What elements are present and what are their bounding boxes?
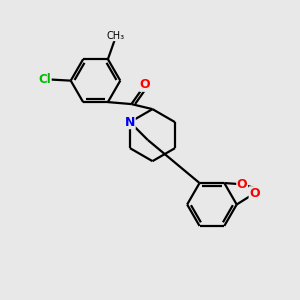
Text: CH₃: CH₃ bbox=[106, 31, 124, 41]
Text: O: O bbox=[249, 187, 260, 200]
Text: O: O bbox=[140, 78, 150, 91]
Text: O: O bbox=[237, 178, 248, 191]
Text: Cl: Cl bbox=[38, 73, 51, 86]
Text: N: N bbox=[125, 116, 135, 129]
